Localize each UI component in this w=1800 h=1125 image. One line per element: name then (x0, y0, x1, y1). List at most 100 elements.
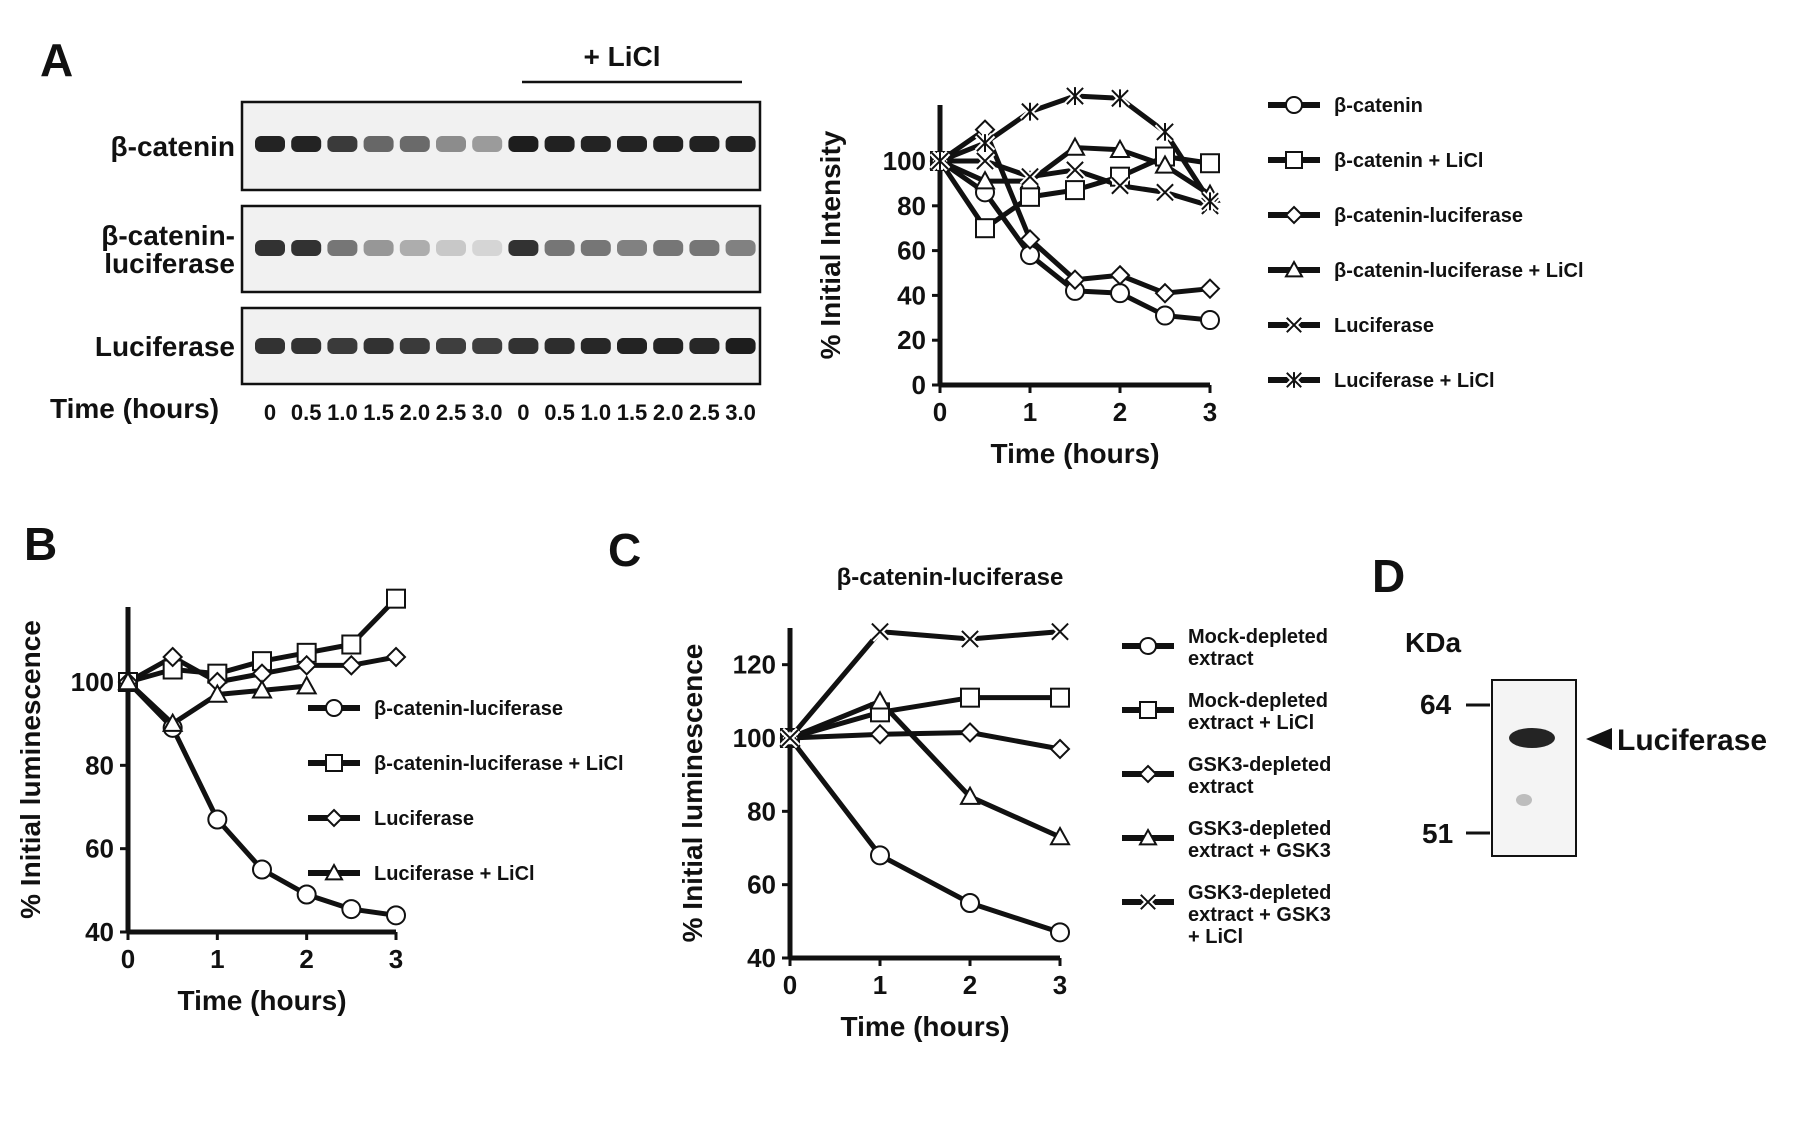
lane-label: 2.5 (689, 400, 720, 425)
blot-band (508, 338, 539, 354)
licl-treatment-label: + LiCl (583, 41, 660, 72)
x-tick-label: 1 (210, 944, 224, 974)
time-title: Time (hours) (50, 393, 219, 424)
blot-band (508, 240, 539, 256)
data-point-s4 (1111, 176, 1129, 195)
x-tick-label: 2 (299, 944, 313, 974)
legend-label-2: Luciferase (374, 808, 474, 830)
data-point-s5 (1066, 87, 1084, 105)
data-point-s3 (1049, 825, 1071, 846)
legend-label-0: β-catenin-luciferase (374, 698, 563, 720)
data-point-s5 (1156, 122, 1174, 141)
data-point-s1 (341, 634, 362, 655)
blot-band (399, 338, 430, 354)
data-point-s3 (959, 785, 981, 805)
blot-band (399, 136, 430, 152)
x-axis-title: Time (hours) (177, 985, 346, 1016)
legend-marker-2 (324, 808, 344, 828)
y-tick-label: 80 (897, 191, 926, 221)
legend-label-0: β-catenin (1334, 95, 1423, 117)
legend-label-4: GSK3-depleted (1188, 882, 1331, 904)
data-point-s4 (961, 630, 979, 648)
lane-label: 1.5 (617, 400, 648, 425)
data-point-s3 (251, 679, 273, 699)
data-point-s5 (976, 134, 994, 152)
lane-label: 2.5 (436, 400, 467, 425)
marker-51-label: 51 (1422, 818, 1453, 849)
blot-band (472, 240, 503, 256)
y-tick-label: 60 (85, 834, 114, 864)
data-point-s2 (1019, 228, 1041, 250)
data-point-s2 (959, 722, 981, 743)
data-point-s4 (1051, 622, 1069, 641)
data-point-s1 (1065, 180, 1085, 201)
data-point-s2 (869, 723, 891, 745)
x-tick-label: 3 (389, 944, 403, 974)
y-tick-label: 0 (912, 370, 926, 400)
legend-marker-3 (324, 862, 344, 881)
blot-band (436, 136, 466, 152)
data-point-s2 (1049, 738, 1071, 760)
blot-band (472, 136, 503, 152)
legend-label-0: extract (1188, 648, 1254, 670)
data-point-s0 (341, 899, 362, 920)
data-point-s5 (931, 152, 949, 170)
lane-label: 0.5 (291, 400, 322, 425)
blot-row-label-0: β-catenin (111, 131, 235, 162)
luciferase-band (1509, 728, 1555, 748)
series-line-4 (788, 629, 1061, 740)
legend-label-0: Mock-depleted (1188, 626, 1328, 648)
x-axis-title: Time (hours) (990, 438, 1159, 469)
lane-label: 1.0 (327, 400, 358, 425)
data-point-s2 (296, 654, 318, 676)
y-tick-label: 60 (897, 236, 926, 266)
data-point-s2 (1109, 264, 1131, 286)
x-tick-label: 2 (963, 970, 977, 1000)
panel-d-western-blot: KDa 64 51 Luciferase (1405, 627, 1767, 857)
y-tick-label: 40 (85, 917, 114, 947)
data-point-s0 (386, 905, 406, 926)
data-point-s0 (207, 809, 228, 830)
lane-label: 1.5 (363, 400, 394, 425)
blot-band (255, 338, 285, 354)
data-point-s0 (1155, 305, 1175, 326)
y-axis-title: % Initial luminescence (15, 620, 46, 919)
x-tick-label: 0 (933, 397, 947, 427)
data-point-s0 (252, 859, 272, 880)
blot-band (689, 240, 720, 256)
legend-label-5: Luciferase + LiCl (1334, 370, 1495, 392)
legend-marker-4 (1140, 894, 1156, 910)
legend-marker-2 (1284, 205, 1304, 225)
legend-label-3: β-catenin-luciferase + LiCl (1334, 260, 1584, 282)
data-point-s0 (960, 893, 980, 913)
y-axis-title: % Initial luminescence (677, 644, 708, 943)
series-line-3 (789, 698, 1062, 840)
data-point-s3 (1109, 138, 1131, 158)
blot-band (327, 338, 358, 354)
kda-unit-label: KDa (1405, 627, 1461, 658)
blot-band (291, 240, 322, 256)
legend-label-2: GSK3-depleted (1188, 754, 1331, 776)
blot-row-label-2: Luciferase (95, 331, 235, 362)
y-tick-label: 120 (733, 650, 776, 680)
data-point-s0 (1110, 283, 1130, 304)
legend-marker-0 (325, 699, 343, 717)
data-point-s1 (960, 687, 980, 708)
y-tick-label: 100 (71, 667, 114, 697)
data-point-s3 (1154, 154, 1176, 174)
data-point-s4 (871, 622, 889, 641)
faint-band (1516, 794, 1532, 806)
legend-marker-1 (1139, 701, 1157, 719)
lane-label: 2.0 (400, 400, 431, 425)
blot-band (544, 136, 575, 152)
data-point-s5 (1111, 89, 1129, 108)
panel-letter-a: A (40, 34, 73, 86)
data-point-s3 (161, 712, 184, 732)
blot-band (617, 240, 647, 256)
legend-marker-1 (325, 754, 343, 772)
panel-letter-d: D (1372, 550, 1405, 602)
data-point-s3 (117, 670, 139, 691)
legend-label-3: GSK3-depleted (1188, 818, 1331, 840)
chart-b: 40 60 80 100 0 1 2 3 Time (hours) % Initial lumin… (15, 588, 624, 1016)
data-point-s5 (1201, 192, 1219, 211)
